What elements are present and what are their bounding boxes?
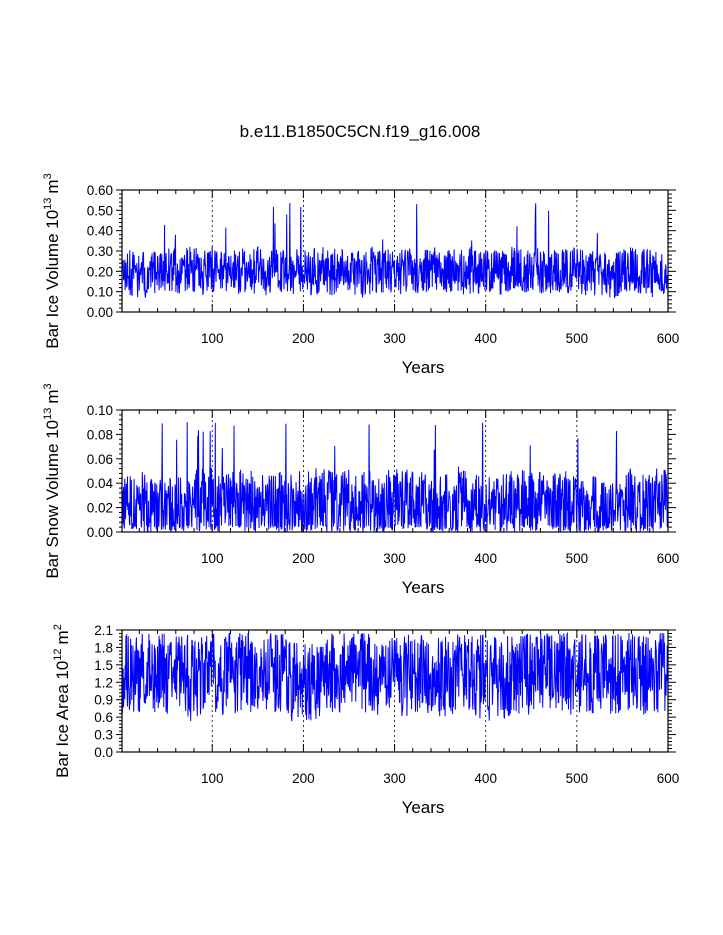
x-tick-label: 600 (657, 771, 680, 786)
x-tick-label: 400 (474, 771, 497, 786)
y-tick-label: 0.04 (87, 476, 114, 491)
y-tick-label: 0.30 (87, 244, 113, 259)
y-axis-title: Bar Snow Volume 1013 m3 (42, 383, 62, 578)
y-axis-title: Bar Ice Area 1012 m2 (52, 624, 72, 778)
x-tick-label: 200 (292, 551, 315, 566)
x-axis-title: Years (402, 358, 445, 377)
y-axis-title-unit: m (43, 389, 62, 403)
y-axis-title-main: Bar Snow Volume 10 (43, 420, 62, 579)
y-tick-label: 0.02 (87, 501, 113, 516)
y-tick-label: 0.20 (87, 264, 113, 279)
y-axis-title-unit: m (43, 179, 62, 193)
y-tick-label: 0.6 (94, 710, 113, 725)
x-tick-label: 100 (201, 331, 224, 346)
x-tick-label: 300 (383, 771, 406, 786)
series-line (121, 631, 669, 722)
y-tick-label: 0.50 (87, 203, 113, 218)
y-tick-label: 0.08 (87, 427, 113, 442)
y-tick-label: 0.10 (87, 403, 113, 418)
x-tick-label: 500 (566, 551, 589, 566)
series-line (121, 422, 669, 533)
panel-bar-ice-volume: 100 200 300 400 500 600 0.00 0.10 0.20 0.30 0.40 0.… (42, 173, 679, 377)
y-tick-label: 0.06 (87, 452, 113, 467)
x-tick-label: 100 (201, 771, 224, 786)
y-tick-label: 0.60 (87, 183, 113, 198)
panel-bar-ice-area: 100 200 300 400 500 600 0.0 0.3 0.6 0.9 1.2 1.5 1.8 2… (52, 623, 679, 817)
x-tick-label: 200 (292, 331, 315, 346)
y-axis-title-exp: 13 (42, 408, 54, 420)
y-tick-label: 1.5 (94, 658, 113, 673)
y-axis-title-main: Bar Ice Volume 10 (43, 210, 62, 349)
x-tick-label: 600 (657, 331, 680, 346)
y-tick-label: 0.9 (94, 693, 113, 708)
x-tick-label: 400 (474, 551, 497, 566)
y-tick-label: 0.3 (94, 728, 113, 743)
chart-title: b.e11.B1850C5CN.f19_g16.008 (240, 122, 481, 141)
y-axis-title-main: Bar Ice Area 10 (53, 661, 72, 778)
y-tick-label: 0.0 (94, 745, 113, 760)
x-tick-label: 500 (566, 331, 589, 346)
y-axis-title-exp: 13 (42, 198, 54, 210)
x-tick-label: 300 (383, 331, 406, 346)
y-tick-label: 1.8 (94, 640, 113, 655)
y-axis-title: Bar Ice Volume 1013 m3 (42, 173, 62, 348)
x-tick-label: 500 (566, 771, 589, 786)
panel-bar-snow-volume: 100 200 300 400 500 600 0.00 0.02 0.04 0.06 0.08 0.… (42, 383, 679, 597)
x-axis-title: Years (402, 798, 445, 817)
y-axis-title-unit-exp: 3 (42, 383, 54, 389)
x-axis-title: Years (402, 578, 445, 597)
x-tick-label: 200 (292, 771, 315, 786)
y-tick-label: 0.00 (87, 305, 113, 320)
x-tick-label: 300 (383, 551, 406, 566)
x-tick-label: 400 (474, 331, 497, 346)
y-tick-label: 0.10 (87, 285, 113, 300)
y-axis-title-unit-exp: 2 (52, 624, 64, 630)
series-line (121, 203, 669, 299)
y-axis-title-exp: 12 (52, 648, 64, 660)
y-tick-label: 2.1 (94, 623, 113, 638)
y-axis-title-unit: m (53, 630, 72, 644)
y-axis-title-unit-exp: 3 (42, 173, 54, 179)
x-tick-label: 100 (201, 551, 224, 566)
y-tick-label: 0.00 (87, 525, 113, 540)
y-tick-label: 1.2 (94, 675, 113, 690)
y-tick-label: 0.40 (87, 224, 113, 239)
x-tick-label: 600 (657, 551, 680, 566)
